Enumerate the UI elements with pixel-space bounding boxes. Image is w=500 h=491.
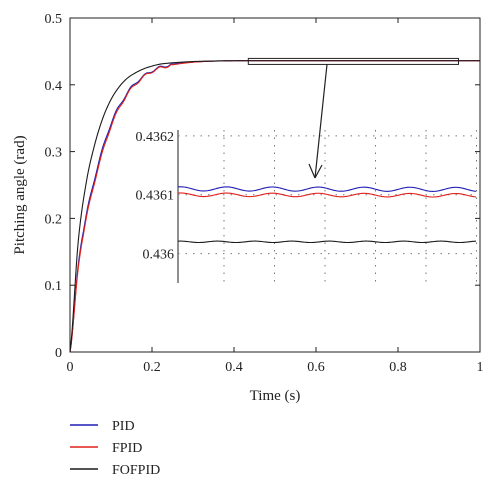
inset-y-tick-label: 0.4361 — [136, 189, 175, 204]
y-axis-ticks: 0 0.1 0.2 0.3 0.4 0.5 — [45, 12, 480, 361]
zoom-arrow — [314, 64, 328, 179]
main-plot-area — [69, 17, 481, 353]
inset-y-tick-label: 0.4362 — [136, 130, 175, 145]
y-tick-label: 0.3 — [45, 146, 63, 161]
y-tick-label: 0.4 — [45, 79, 63, 94]
plot-frame — [69, 17, 481, 353]
y-axis-label: Pitching angle (rad) — [12, 135, 28, 254]
y-tick-label: 0 — [55, 346, 62, 361]
zoom-region — [247, 57, 459, 179]
y-tick-label: 0.5 — [45, 12, 63, 27]
legend-label-pid: PID — [112, 419, 135, 434]
inset-line-fofpid — [177, 240, 477, 244]
inset-line-pid — [177, 186, 477, 192]
legend: PID FPID FOFPID — [70, 419, 160, 478]
x-tick-label: 0.8 — [389, 360, 407, 375]
zoom-rectangle — [247, 57, 459, 65]
x-tick-label: 0.6 — [307, 360, 325, 375]
series-line-fofpid — [69, 60, 480, 353]
x-tick-label: 1 — [477, 360, 484, 375]
x-axis-label: Time (s) — [250, 388, 301, 404]
x-tick-label: 0.2 — [143, 360, 161, 375]
inset-line-fpid — [177, 192, 477, 198]
legend-label-fpid: FPID — [112, 441, 142, 456]
legend-label-fofpid: FOFPID — [112, 463, 160, 478]
x-axis-ticks: 0 0.2 0.4 0.6 0.8 1 — [67, 18, 484, 375]
series-lines — [69, 60, 480, 353]
y-tick-label: 0.2 — [45, 212, 63, 227]
zoom-arrow-head — [308, 163, 323, 179]
y-tick-label: 0.1 — [45, 279, 63, 294]
x-tick-label: 0.4 — [225, 360, 243, 375]
inset-y-tick-label: 0.436 — [143, 248, 175, 263]
x-tick-label: 0 — [67, 360, 74, 375]
inset-plot: 0.436 0.4361 0.4362 — [136, 130, 477, 283]
